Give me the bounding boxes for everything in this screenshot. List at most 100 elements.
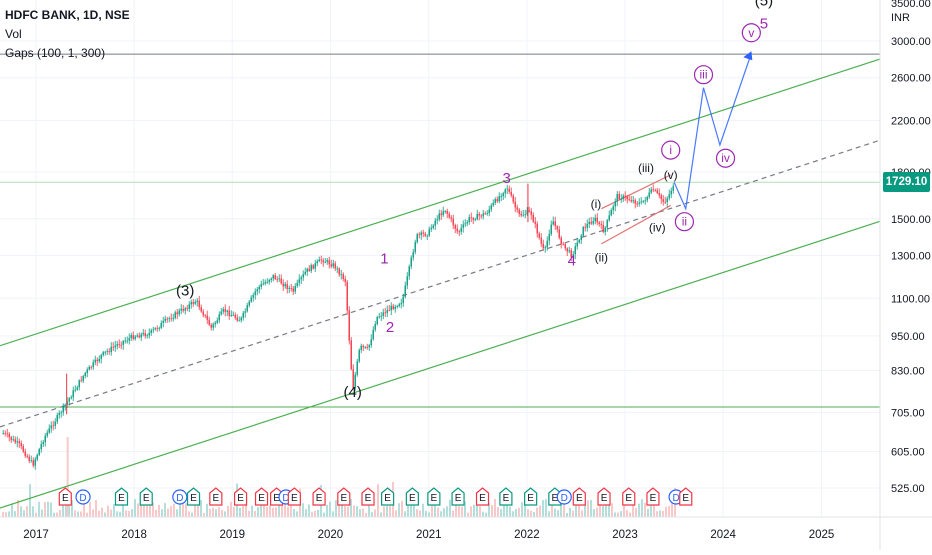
- price-candle-body: [450, 217, 452, 219]
- price-candle-body: [68, 398, 70, 402]
- volume-bar: [437, 507, 439, 517]
- earnings-marker: [405, 487, 419, 506]
- volume-bar: [530, 510, 532, 517]
- price-candle-body: [670, 190, 672, 195]
- volume-bar: [260, 502, 262, 517]
- price-candle-body: [110, 346, 112, 353]
- price-candle-body: [550, 224, 552, 235]
- price-candle-body: [544, 247, 546, 249]
- volume-bar: [464, 501, 466, 517]
- price-candle-body: [434, 220, 436, 226]
- y-tick-label: 2600.00: [891, 73, 931, 85]
- gaps-indicator-label[interactable]: Gaps (100, 1, 300): [5, 46, 106, 60]
- volume-bar: [401, 500, 403, 517]
- event-marker-label: E: [118, 493, 125, 504]
- volume-bar: [137, 503, 139, 517]
- volume-bar: [44, 502, 46, 517]
- price-candle-body: [438, 213, 440, 220]
- volume-bar: [170, 506, 172, 517]
- price-candle-body: [84, 372, 86, 376]
- volume-bar: [362, 508, 364, 517]
- event-marker-label: E: [479, 493, 486, 504]
- price-candle-body: [358, 349, 360, 362]
- volume-bar: [659, 510, 661, 517]
- price-candle-body: [102, 352, 104, 355]
- price-candle-body: [290, 288, 292, 289]
- volume-bar: [431, 502, 433, 517]
- volume-bar: [209, 508, 211, 517]
- volume-bar: [95, 500, 97, 517]
- price-candle-body: [58, 412, 60, 416]
- volume-bar: [122, 499, 124, 517]
- volume-bar: [554, 508, 556, 517]
- price-candle-body: [532, 214, 534, 222]
- price-candle-body: [624, 195, 626, 197]
- price-candle-body: [40, 444, 42, 450]
- volume-bar: [212, 507, 214, 517]
- symbol-title[interactable]: HDFC BANK, 1D, NSE: [5, 8, 130, 22]
- earnings-marker: [475, 487, 490, 506]
- wave-label: 2: [386, 319, 394, 336]
- volume-bar: [536, 507, 538, 517]
- volume-bar: [41, 509, 43, 517]
- volume-bar: [203, 512, 205, 517]
- volume-bar: [545, 499, 547, 517]
- price-candle-body: [560, 237, 562, 244]
- price-candle-body: [326, 260, 328, 262]
- price-candle-body: [168, 318, 170, 320]
- price-candle-body: [236, 317, 238, 321]
- price-candle-body: [256, 289, 258, 292]
- price-candle-body: [30, 460, 32, 462]
- price-candle-body: [206, 315, 208, 320]
- volume-bar: [557, 510, 559, 517]
- price-candle-body: [556, 226, 558, 230]
- price-candle-body: [442, 211, 444, 216]
- volume-bar: [323, 512, 325, 517]
- price-candle-body: [138, 335, 140, 338]
- volume-bar: [155, 509, 157, 517]
- price-candle-body: [10, 437, 12, 440]
- earnings-marker: [58, 487, 72, 506]
- price-candle-body: [672, 186, 674, 191]
- price-candle-body: [60, 412, 62, 414]
- price-candle-body: [568, 250, 570, 252]
- event-marker-label: E: [682, 493, 689, 504]
- price-candle-body: [394, 306, 396, 310]
- volume-bar: [191, 512, 193, 517]
- volume-bar: [548, 511, 550, 517]
- y-tick-label: 2200.00: [891, 116, 931, 128]
- earnings-marker: [287, 487, 301, 506]
- price-candle-body: [664, 201, 666, 203]
- price-candle-body: [416, 234, 418, 243]
- median-channel-line: [0, 139, 881, 428]
- earnings-marker: [361, 487, 375, 506]
- volume-bar: [593, 509, 595, 517]
- event-marker-label: E: [316, 493, 323, 504]
- volume-bar: [383, 506, 385, 517]
- earnings-marker: [679, 487, 693, 506]
- price-candle-body: [246, 305, 248, 312]
- price-candle-body: [594, 217, 596, 222]
- earnings-marker: [451, 487, 465, 506]
- volume-bar: [644, 502, 646, 517]
- price-candle-body: [148, 332, 150, 336]
- volume-bar: [74, 510, 76, 517]
- price-candle-body: [620, 198, 622, 200]
- price-candle-body: [520, 213, 522, 216]
- price-candle-body: [562, 243, 564, 245]
- price-candle-body: [528, 210, 530, 212]
- volume-bar: [194, 500, 196, 517]
- volume-bar: [230, 501, 232, 517]
- volume-bar: [326, 504, 328, 517]
- volume-bar: [23, 510, 25, 517]
- volume-bar: [125, 510, 127, 517]
- volume-bar: [50, 502, 52, 517]
- price-candle-body: [36, 454, 38, 460]
- price-candle-body: [536, 223, 538, 234]
- volume-bar: [623, 503, 625, 517]
- event-marker-label: E: [190, 493, 197, 504]
- vol-indicator-label[interactable]: Vol: [5, 27, 22, 41]
- price-candle-body: [346, 282, 348, 311]
